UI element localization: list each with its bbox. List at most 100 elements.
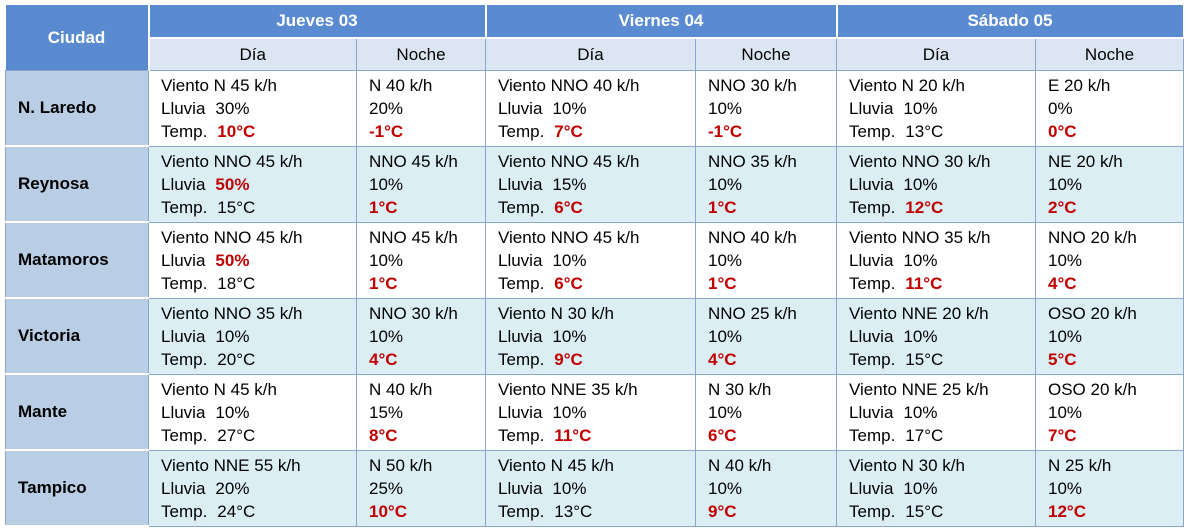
wind-line: Viento NNO 35 k/h xyxy=(161,302,356,325)
city-row: Victoria Viento NNO 35 k/h Lluvia 10% Temp. 2… xyxy=(5,297,1184,375)
forecast-cell: Viento N 30 k/h Lluvia 10% Temp. 15°C xyxy=(836,449,1036,527)
temp-label: Temp. xyxy=(161,425,208,445)
city-name: Mante xyxy=(5,373,149,451)
wind: Viento NNE 25 k/h xyxy=(849,379,989,399)
temp-value: 4°C xyxy=(1048,273,1077,293)
wind-line: N 40 k/h xyxy=(369,378,485,401)
forecast-cell: Viento NNO 35 k/h Lluvia 10% Temp. 20°C xyxy=(148,297,357,375)
forecast-cell: NNO 45 k/h 10% 1°C xyxy=(356,145,486,223)
city-row: Reynosa Viento NNO 45 k/h Lluvia 50% Temp. 15… xyxy=(5,145,1184,223)
temp-line: Temp. 17°C xyxy=(849,424,1035,447)
temp-value: 1°C xyxy=(369,273,398,293)
forecast-cell: Viento N 20 k/h Lluvia 10% Temp. 13°C xyxy=(836,70,1036,147)
rain-line: 15% xyxy=(369,401,485,424)
rain-label: Lluvia xyxy=(849,478,894,498)
rain-value: 20% xyxy=(215,478,250,498)
forecast-cell: NNO 25 k/h 10% 4°C xyxy=(695,297,837,375)
temp-label: Temp. xyxy=(498,501,545,521)
rain-value: 20% xyxy=(369,98,404,118)
rain-line: 10% xyxy=(708,401,836,424)
temp-line: Temp. 18°C xyxy=(161,272,356,295)
wind-line: N 30 k/h xyxy=(708,378,836,401)
rain-value: 10% xyxy=(708,402,743,422)
temp-line: 4°C xyxy=(708,348,836,371)
temp-line: Temp. 20°C xyxy=(161,348,356,371)
temp-line: 12°C xyxy=(1048,500,1183,523)
rain-value: 10% xyxy=(215,402,250,422)
temp-value: 9°C xyxy=(708,501,737,521)
rain-label: Lluvia xyxy=(849,326,894,346)
temp-line: 1°C xyxy=(708,272,836,295)
temp-value: 13°C xyxy=(554,501,593,521)
forecast-cell: NE 20 k/h 10% 2°C xyxy=(1035,145,1184,223)
temp-label: Temp. xyxy=(849,425,896,445)
temp-line: 1°C xyxy=(369,196,485,219)
rain-value: 10% xyxy=(903,326,938,346)
wind: Viento NNO 45 k/h xyxy=(498,151,640,171)
temp-label: Temp. xyxy=(849,273,896,293)
forecast-cell: Viento NNE 35 k/h Lluvia 10% Temp. 11°C xyxy=(485,373,696,451)
wind: OSO 20 k/h xyxy=(1048,303,1137,323)
rain-value: 10% xyxy=(552,402,587,422)
wind: NNO 45 k/h xyxy=(369,227,458,247)
temp-value: 24°C xyxy=(217,501,256,521)
wind: NNO 35 k/h xyxy=(708,151,797,171)
city-row: Matamoros Viento NNO 45 k/h Lluvia 50% Temp.… xyxy=(5,221,1184,299)
temp-label: Temp. xyxy=(498,425,545,445)
rain-label: Lluvia xyxy=(161,478,206,498)
wind-line: OSO 20 k/h xyxy=(1048,302,1183,325)
city-header: Ciudad xyxy=(5,5,150,71)
temp-line: Temp. 15°C xyxy=(849,500,1035,523)
temp-line: 4°C xyxy=(369,348,485,371)
wind-line: Viento N 20 k/h xyxy=(849,74,1035,97)
temp-label: Temp. xyxy=(498,121,545,141)
wind-line: Viento NNO 30 k/h xyxy=(849,150,1035,173)
wind: Viento NNO 45 k/h xyxy=(161,227,303,247)
temp-value: 11°C xyxy=(905,273,943,293)
temp-line: 1°C xyxy=(708,196,836,219)
temp-value: 15°C xyxy=(905,349,944,369)
rain-label: Lluvia xyxy=(849,402,894,422)
temp-value: 0°C xyxy=(1048,121,1077,141)
wind: E 20 k/h xyxy=(1048,75,1111,95)
rain-line: Lluvia 20% xyxy=(161,477,356,500)
forecast-cell: Viento NNO 45 k/h Lluvia 50% Temp. 18°C xyxy=(148,221,357,299)
wind-line: OSO 20 k/h xyxy=(1048,378,1183,401)
temp-label: Temp. xyxy=(849,501,896,521)
rain-line: 25% xyxy=(369,477,485,500)
temp-line: 5°C xyxy=(1048,348,1183,371)
temp-value: 1°C xyxy=(369,197,398,217)
rain-line: Lluvia 10% xyxy=(498,249,695,272)
wind-line: Viento NNE 20 k/h xyxy=(849,302,1035,325)
forecast-cell: Viento N 30 k/h Lluvia 10% Temp. 9°C xyxy=(485,297,696,375)
rain-value: 0% xyxy=(1048,98,1073,118)
wind-line: N 50 k/h xyxy=(369,454,485,477)
rain-line: Lluvia 10% xyxy=(849,477,1035,500)
rain-line: Lluvia 10% xyxy=(849,249,1035,272)
rain-label: Lluvia xyxy=(161,250,206,270)
city-row: Tampico Viento NNE 55 k/h Lluvia 20% Temp. 24… xyxy=(5,449,1184,527)
rain-label: Lluvia xyxy=(498,98,543,118)
wind: Viento N 30 k/h xyxy=(498,303,614,323)
rain-label: Lluvia xyxy=(161,174,206,194)
forecast-cell: Viento N 45 k/h Lluvia 30% Temp. 10°C xyxy=(148,70,357,147)
temp-value: 15°C xyxy=(217,197,256,217)
rain-line: 10% xyxy=(1048,325,1183,348)
temp-value: 10°C xyxy=(369,501,407,521)
temp-value: 8°C xyxy=(369,425,398,445)
period-header: Día xyxy=(485,37,696,71)
forecast-cell: Viento NNO 45 k/h Lluvia 15% Temp. 6°C xyxy=(485,145,696,223)
temp-line: Temp. 6°C xyxy=(498,272,695,295)
temp-value: 18°C xyxy=(217,273,256,293)
wind: Viento NNO 35 k/h xyxy=(849,227,991,247)
period-header: Noche xyxy=(1035,37,1184,71)
temp-value: -1°C xyxy=(708,121,743,141)
rain-value: 10% xyxy=(708,250,743,270)
forecast-table: Ciudad Jueves 03 Viernes 04 Sábado 05 Día No… xyxy=(5,5,1185,527)
temp-value: 11°C xyxy=(554,425,592,445)
city-row: N. Laredo Viento N 45 k/h Lluvia 30% Temp. 10… xyxy=(5,70,1184,147)
rain-label: Lluvia xyxy=(498,250,543,270)
temp-label: Temp. xyxy=(498,349,545,369)
rain-value: 10% xyxy=(369,250,404,270)
